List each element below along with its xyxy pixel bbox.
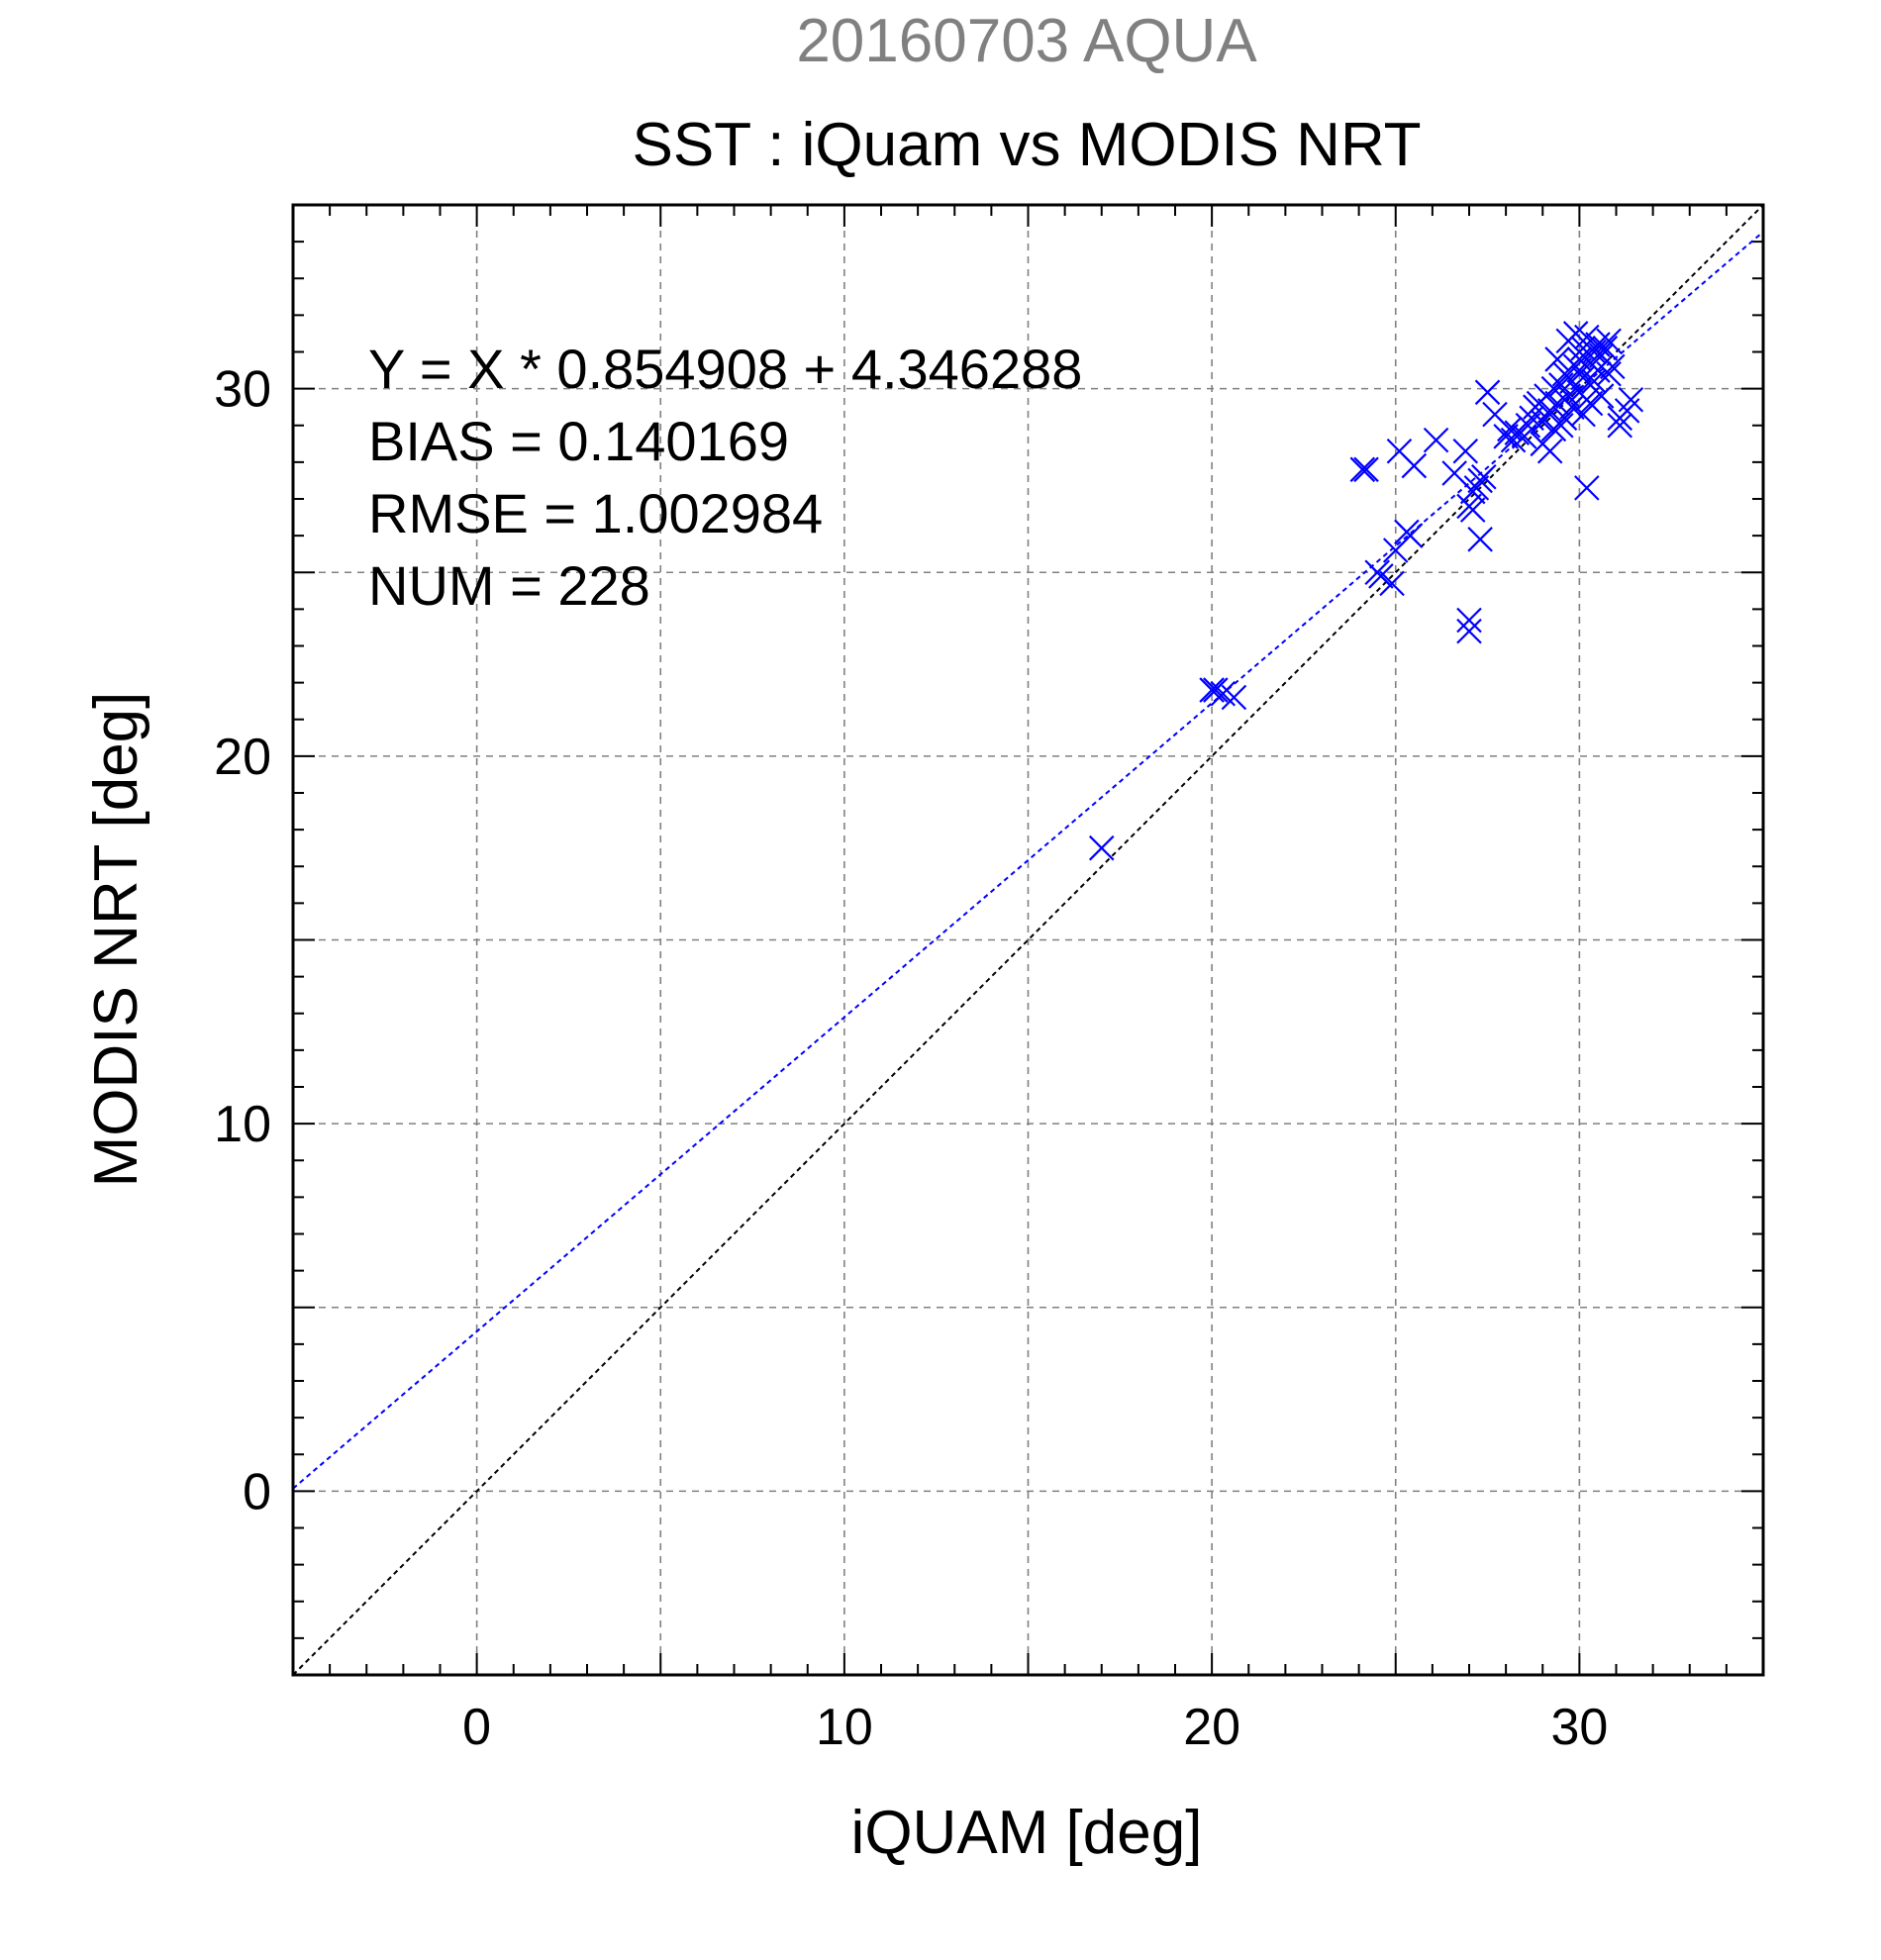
data-point-x-marker [1536, 438, 1563, 464]
reference-lines [293, 205, 1763, 1675]
grid-lines [293, 205, 1763, 1675]
data-point-x-marker [1349, 456, 1376, 483]
data-point-x-marker [1368, 563, 1394, 589]
data-point-x-marker [1596, 328, 1622, 354]
stats-annotation: Y = X * 0.854908 + 4.346288 BIAS = 0.1401… [368, 338, 1082, 617]
data-point-x-marker [1203, 677, 1229, 703]
x-tick-label: 0 [462, 1699, 491, 1756]
chart-date-title: 20160703 AQUA [796, 7, 1257, 75]
x-axis-label: iQUAM [deg] [851, 1799, 1203, 1867]
data-point-x-marker [1397, 523, 1424, 548]
data-point-x-marker [1467, 527, 1493, 552]
data-point-x-marker [1570, 401, 1596, 428]
data-point-x-marker [1401, 452, 1428, 479]
stats-line: NUM = 228 [368, 554, 650, 617]
y-axis-label: MODIS NRT [deg] [82, 692, 150, 1188]
data-point-x-marker [1353, 456, 1379, 483]
data-point-x-marker [1379, 570, 1405, 597]
plot-frame [291, 203, 1765, 1677]
y-tick-label: 10 [214, 1096, 271, 1153]
data-point-x-marker [1456, 607, 1482, 634]
data-point-x-marker [1548, 412, 1574, 439]
data-point-x-marker [1221, 684, 1247, 711]
data-point-x-marker [1474, 379, 1501, 406]
data-point-x-marker [1471, 463, 1497, 490]
data-point-x-marker [1544, 346, 1570, 372]
data-point-x-marker [1574, 324, 1600, 350]
x-tick-label: 10 [816, 1699, 873, 1756]
regression-line [293, 231, 1763, 1490]
tick-labels: 0 10 20 30 0 10 20 30 [214, 361, 1608, 1756]
data-point-x-marker [1592, 336, 1619, 361]
x-tick-label: 20 [1183, 1699, 1240, 1756]
x-tick-label: 30 [1550, 1699, 1608, 1756]
data-point-x-marker [1574, 475, 1600, 501]
chart-title: SST : iQuam vs MODIS NRT [633, 111, 1422, 179]
identity-line [293, 205, 1763, 1675]
stats-line: BIAS = 0.140169 [368, 410, 789, 472]
data-point-x-marker [1600, 353, 1626, 380]
data-point-x-marker [1463, 475, 1490, 501]
data-point-x-marker [1566, 357, 1593, 383]
data-point-x-marker [1459, 497, 1486, 523]
data-point-x-marker [1456, 618, 1482, 644]
data-point-x-marker [1423, 427, 1449, 453]
data-points [1088, 321, 1644, 861]
stats-line: RMSE = 1.002984 [368, 482, 823, 544]
data-point-x-marker [1607, 412, 1633, 439]
data-point-x-marker [1515, 412, 1541, 439]
data-point-x-marker [1452, 438, 1479, 464]
y-tick-label: 30 [214, 361, 271, 419]
data-point-x-marker [1088, 834, 1115, 861]
data-point-x-marker [1596, 360, 1622, 387]
y-tick-label: 0 [243, 1463, 271, 1520]
y-tick-label: 20 [214, 729, 271, 786]
data-point-x-marker [1577, 390, 1604, 417]
stats-line: Y = X * 0.854908 + 4.346288 [368, 338, 1082, 400]
data-point-x-marker [1618, 386, 1644, 413]
